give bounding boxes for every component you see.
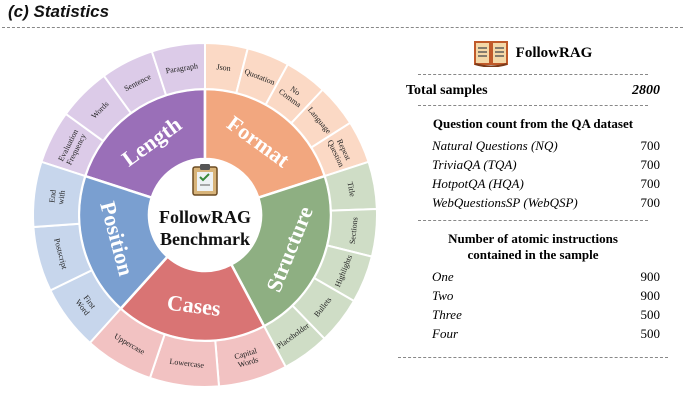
instruction-label: Sections [348, 217, 360, 245]
panel-header-label: FollowRAG [515, 44, 593, 61]
bottom-divider [398, 357, 668, 358]
total-samples-row: Total samples 2800 [398, 79, 668, 101]
benchmark-name-line1: FollowRAG [159, 207, 251, 227]
qa-row: HotpotQA (HQA) 700 [398, 174, 668, 193]
total-samples-label: Total samples [406, 83, 488, 98]
instruction-end-with [32, 160, 87, 229]
figure-title: (c) Statistics [8, 2, 110, 21]
qa-label: WebQuestionsSP (WebQSP) [432, 195, 578, 210]
stats-panel: FollowRAG Total samples 2800 Question co… [398, 36, 668, 358]
instruction-label: Json [216, 62, 231, 73]
instruction-label: Lowercase [169, 357, 205, 370]
atomic-row: Two 900 [398, 286, 668, 305]
atomic-row: Four 500 [398, 324, 668, 343]
clipboard-icon [192, 164, 218, 196]
qa-row: Natural Questions (NQ) 700 [398, 136, 668, 155]
benchmark-wheel: LengthEvaluationFrequencyWordsSentencePa… [32, 41, 378, 388]
atomic-value: 900 [640, 269, 661, 284]
benchmark-name-line2: Benchmark [160, 229, 250, 249]
atomic-label: Two [432, 288, 454, 303]
atomic-title-line2: contained in the sample [467, 247, 599, 262]
qa-value: 700 [640, 138, 661, 153]
divider [418, 74, 648, 75]
atomic-label: Three [432, 307, 462, 322]
atomic-title-line1: Number of atomic instructions [448, 231, 618, 246]
atomic-row: One 900 [398, 267, 668, 286]
atomic-row: Three 500 [398, 305, 668, 324]
atomic-value: 500 [640, 307, 661, 322]
atomic-label: Four [432, 326, 458, 341]
instruction-label: Endwith [47, 189, 67, 205]
panel-header: FollowRAG [398, 36, 668, 70]
qa-value: 700 [640, 157, 661, 172]
book-icon [473, 41, 508, 67]
atomic-label: One [432, 269, 454, 284]
atomic-section-title: Number of atomic instructions contained … [398, 225, 668, 267]
atomic-value: 900 [640, 288, 661, 303]
qa-section-title: Question count from the QA dataset [432, 116, 634, 131]
qa-value: 700 [640, 176, 661, 191]
instruction-label: Title [346, 181, 358, 198]
qa-value: 700 [640, 195, 661, 210]
qa-row: TriviaQA (TQA) 700 [398, 155, 668, 174]
qa-label: HotpotQA (HQA) [432, 176, 524, 191]
divider [418, 220, 648, 221]
qa-label: Natural Questions (NQ) [432, 138, 558, 153]
atomic-value: 500 [640, 326, 661, 341]
top-divider [2, 27, 683, 28]
total-samples-value: 2800 [632, 83, 660, 98]
qa-label: TriviaQA (TQA) [432, 157, 517, 172]
divider [418, 105, 648, 106]
qa-row: WebQuestionsSP (WebQSP) 700 [398, 193, 668, 212]
center-disc [150, 160, 260, 270]
